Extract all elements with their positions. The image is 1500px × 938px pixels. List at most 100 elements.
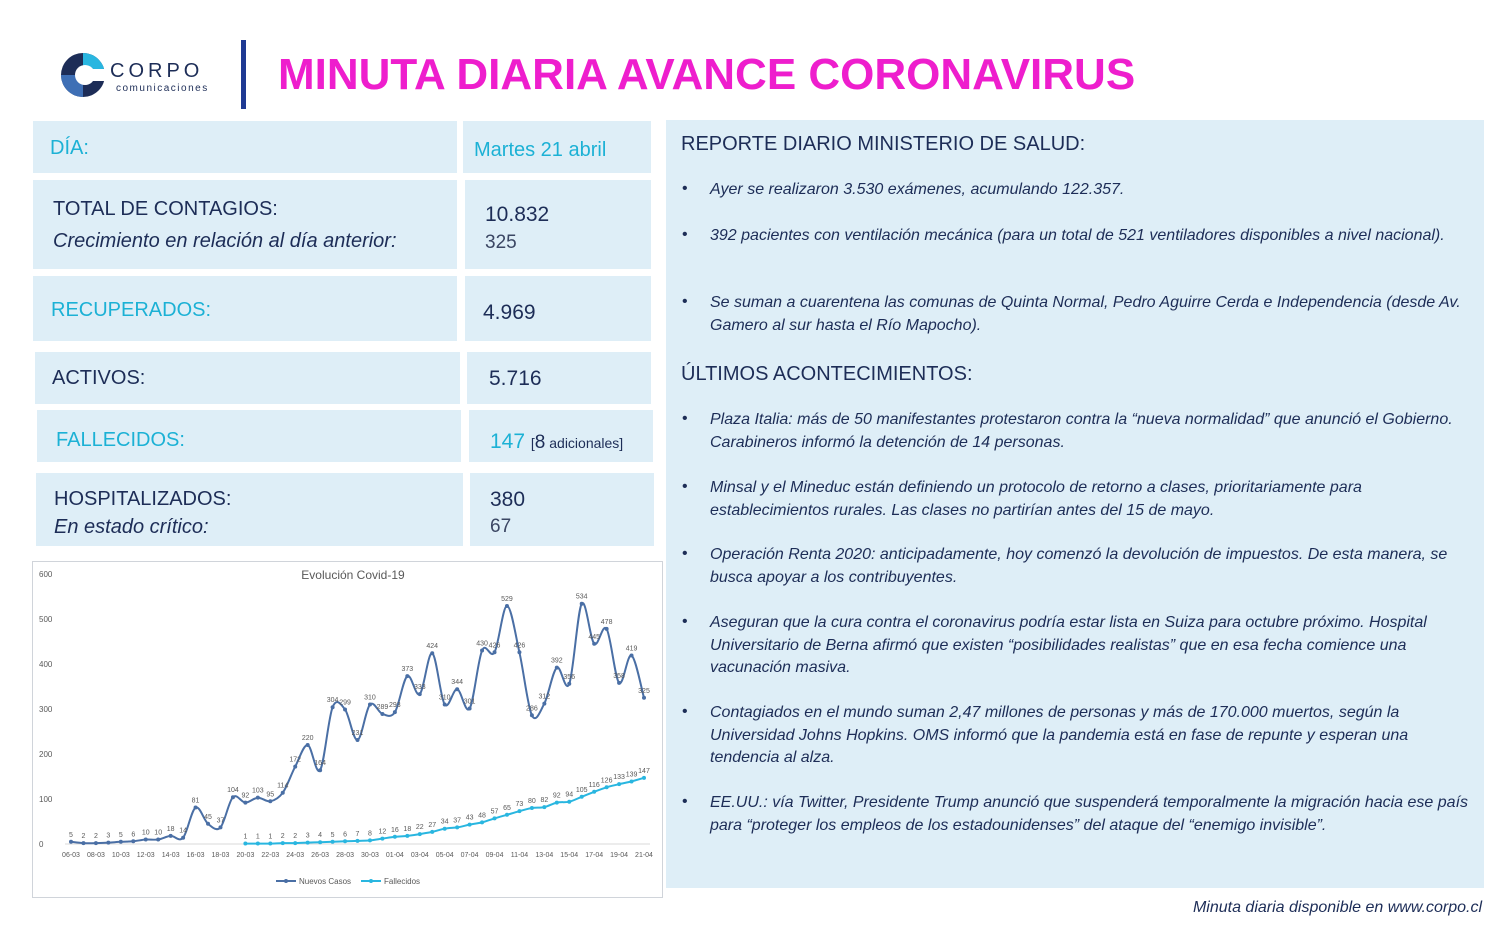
fallecidos-data-label: 2 [281, 833, 285, 840]
acontecimiento-bullet: • [682, 703, 688, 720]
fallecidos-point [268, 841, 273, 846]
nuevos-casos-data-label: 373 [401, 666, 413, 673]
logo-word: CORPO [110, 60, 204, 82]
nuevos-casos-data-label: 325 [638, 688, 650, 695]
section-reporte-title: REPORTE DIARIO MINISTERIO DE SALUD: [681, 133, 1086, 155]
activos-value: 5.716 [489, 367, 542, 390]
dia-label-card [33, 121, 457, 173]
recuperados-label: RECUPERADOS: [51, 299, 212, 321]
x-tick-label: 10-03 [112, 852, 130, 859]
x-tick-label: 21-04 [635, 852, 653, 859]
nuevos-casos-data-label: 478 [601, 619, 613, 626]
fallecidos-point [604, 785, 609, 790]
nuevos-casos-data-label: 92 [241, 793, 249, 800]
nuevos-casos-point [143, 837, 148, 842]
nuevos-casos-point [280, 790, 285, 795]
nuevos-casos-data-label: 430 [476, 641, 488, 648]
fallecidos-extra: [8 adicionales] [530, 432, 624, 453]
nuevos-casos-data-label: 5 [119, 832, 123, 839]
fallecidos-point [592, 789, 597, 794]
nuevos-casos-point [642, 695, 646, 700]
hospitalizados-critico-label: En estado crítico: [54, 516, 209, 538]
x-tick-label: 30-03 [361, 852, 379, 859]
fallecidos-point [504, 812, 509, 817]
nuevos-casos-data-label: 286 [526, 705, 538, 712]
nuevos-casos-point [106, 840, 111, 845]
nuevos-casos-data-label: 2 [82, 833, 86, 840]
nuevos-casos-point [230, 795, 235, 800]
page-title: MINUTA DIARIA AVANCE CORONAVIRUS [278, 50, 1136, 99]
fallecidos-data-label: 8 [368, 830, 372, 837]
nuevos-casos-data-label: 5 [69, 832, 73, 839]
nuevos-casos-point [193, 805, 198, 810]
fallecidos-data-label: 37 [453, 817, 461, 824]
fallecidos-point [255, 841, 260, 846]
acontecimiento-item: Operación Renta 2020: anticipadamente, h… [710, 546, 1448, 586]
x-tick-label: 07-04 [461, 852, 479, 859]
fallecidos-data-label: 48 [478, 812, 486, 819]
hospitalizados-value: 380 [490, 488, 526, 511]
nuevos-casos-point [81, 841, 86, 846]
fallecidos-extra-text: adicionales] [545, 435, 624, 451]
nuevos-casos-data-label: 2 [94, 833, 98, 840]
x-tick-label: 18-03 [212, 852, 230, 859]
nuevos-casos-data-label: 37 [217, 817, 225, 824]
fallecidos-value-card [469, 410, 653, 462]
nuevos-casos-data-label: 104 [227, 787, 239, 794]
fallecidos-point [330, 839, 335, 844]
fallecidos-data-label: 16 [391, 827, 399, 834]
fallecidos-point [392, 834, 397, 839]
fallecidos-data-label: 116 [589, 782, 600, 789]
fallecidos-label: FALLECIDOS: [56, 429, 185, 451]
y-tick-label: 300 [39, 705, 53, 714]
nuevos-casos-point [542, 701, 547, 706]
nuevos-casos-data-label: 312 [539, 694, 551, 701]
nuevos-casos-point [417, 692, 422, 697]
nuevos-casos-data-label: 301 [464, 699, 476, 706]
nuevos-casos-point [604, 626, 609, 631]
nuevos-casos-point [617, 680, 622, 685]
covid-chart: Evolución Covid-19 0 100 200 300 400 500 600 06-… [32, 561, 663, 898]
nuevos-casos-data-label: 299 [339, 699, 351, 706]
covid-chart-svg: Evolución Covid-19 0 100 200 300 400 500 600 06-… [39, 568, 653, 886]
fallecidos-point [579, 794, 584, 799]
activos-label-card [35, 352, 460, 404]
fallecidos-data-label: 57 [491, 808, 499, 815]
contagios-growth-value: 325 [485, 232, 517, 253]
nuevos-casos-data-label: 81 [192, 798, 200, 805]
x-tick-label: 06-03 [62, 852, 80, 859]
fallecidos-point [417, 832, 422, 837]
fallecidos-extra-open: [ [530, 435, 535, 451]
nuevos-casos-point [442, 702, 447, 707]
dia-label: DÍA: [50, 137, 89, 159]
nuevos-casos-point [268, 799, 273, 804]
x-tick-label: 14-03 [162, 852, 180, 859]
activos-value-card [467, 352, 651, 404]
fallecidos-label-card [37, 410, 461, 462]
nuevos-casos-point [629, 653, 634, 658]
fallecidos-data-label: 73 [516, 801, 524, 808]
acontecimiento-bullet: • [682, 410, 688, 427]
nuevos-casos-point [168, 833, 173, 838]
nuevos-casos-data-label: 424 [426, 643, 438, 650]
hospitalizados-critico-value: 67 [490, 516, 512, 537]
nuevos-casos-point [592, 641, 597, 646]
x-tick-label: 24-03 [286, 852, 304, 859]
nuevos-casos-point [206, 821, 211, 826]
acontecimiento-item: Aseguran que la cura contra el coronavir… [710, 614, 1427, 676]
y-tick-label: 0 [39, 840, 44, 849]
nuevos-casos-data-label: 304 [327, 697, 339, 704]
acontecimiento-item: Plaza Italia: más de 50 manifestantes pr… [710, 411, 1453, 451]
nuevos-casos-point [118, 839, 123, 844]
fallecidos-point [430, 829, 435, 834]
fallecidos-data-label: 12 [379, 829, 387, 836]
nuevos-casos-point [293, 764, 298, 769]
nuevos-casos-point [131, 839, 136, 844]
fallecidos-data-label: 126 [601, 777, 613, 784]
nuevos-casos-data-label: 10 [142, 830, 150, 837]
nuevos-casos-data-label: 6 [131, 831, 135, 838]
fallecidos-point [318, 840, 323, 845]
fallecidos-data-label: 43 [466, 815, 474, 822]
nuevos-casos-line [70, 602, 645, 845]
recuperados-label-card [33, 276, 457, 341]
